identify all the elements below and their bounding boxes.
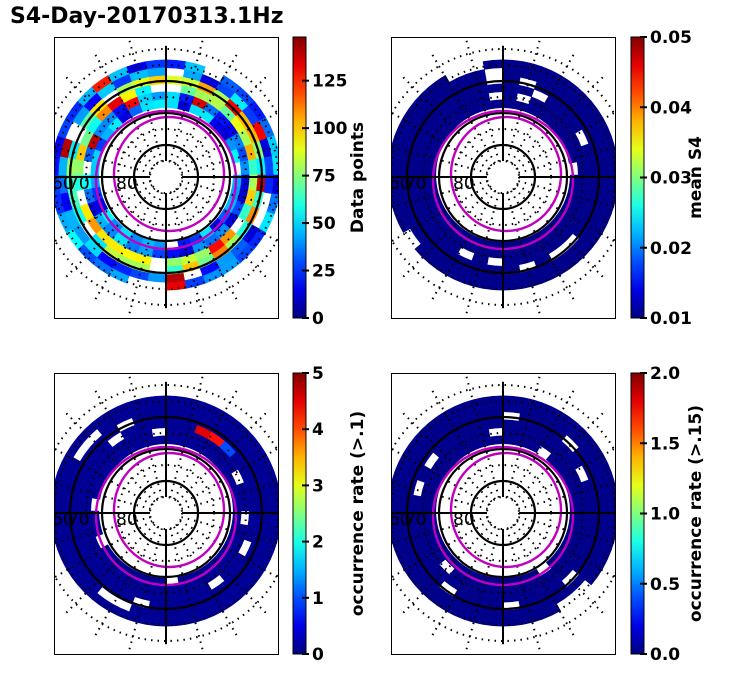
colorbar-tick-label: 3 <box>312 476 324 496</box>
heatmap-bin <box>57 117 74 139</box>
heatmap-bin <box>489 435 504 446</box>
latitude-label: 70 <box>405 510 427 530</box>
heatmap-bin <box>239 496 250 512</box>
axes-frame <box>54 373 279 655</box>
latitude-label: 80 <box>116 510 138 530</box>
colorbar-tick-label: 0.05 <box>650 28 692 48</box>
heatmap-bin <box>502 608 522 619</box>
heatmap-bin <box>152 99 167 110</box>
heatmap-bin <box>258 211 275 233</box>
colorbar-tick-label: 100 <box>312 119 348 139</box>
heatmap-bin <box>576 496 587 512</box>
heatmap-bin <box>482 59 504 70</box>
colorbar <box>292 36 307 319</box>
axes-frame <box>54 37 279 319</box>
colorbar-label: occurrence rate (>.15) <box>686 405 706 622</box>
colorbar-label: occurrence rate (>.1) <box>348 411 368 616</box>
axes-frame <box>391 373 616 655</box>
heatmap-bin <box>489 99 504 110</box>
heatmap-bin <box>184 275 206 289</box>
heatmap-bin <box>576 160 587 176</box>
latitude-label: 60 <box>52 174 74 194</box>
heatmap-bin <box>486 419 504 430</box>
dotted-latitude-circle <box>149 160 183 194</box>
dotted-latitude-circle <box>149 496 183 530</box>
colorbar-tick-label: 0.0 <box>650 645 680 665</box>
colorbar <box>292 372 307 655</box>
latitude-label: 60 <box>52 510 74 530</box>
heatmap-bin <box>486 83 504 94</box>
colorbar-label: mean S4 <box>686 136 706 219</box>
colorbar-tick-label: 0.03 <box>650 169 692 189</box>
heatmap-bin <box>165 59 187 70</box>
latitude-label: 60 <box>389 510 411 530</box>
latitude-label: 60 <box>389 174 411 194</box>
heatmap-bin <box>152 435 167 446</box>
colorbar-tick-label: 1.5 <box>650 434 680 454</box>
heatmap-bin <box>266 193 278 215</box>
auroral-boundary-inner <box>449 451 563 569</box>
latitude-label: 80 <box>453 174 475 194</box>
heatmap-bin <box>165 435 180 446</box>
axes-frame <box>391 37 616 319</box>
auroral-boundary-inner <box>112 115 226 233</box>
colorbar-tick-label: 0.02 <box>650 239 692 259</box>
heatmap-bin <box>545 553 561 569</box>
heatmap-bin <box>151 91 167 102</box>
auroral-boundary-inner <box>449 115 563 233</box>
colorbar-tick-label: 2 <box>312 533 324 553</box>
colorbar-tick-label: 1.0 <box>650 505 680 525</box>
heatmap-bin <box>149 419 167 430</box>
heatmap-bin <box>239 160 250 176</box>
heatmap-bin <box>502 435 517 446</box>
heatmap-bin <box>502 99 517 110</box>
heatmap-bin <box>165 99 180 110</box>
heatmap-bin <box>74 158 85 176</box>
colorbar-label: Data points <box>348 122 368 233</box>
colorbar-tick-label: 4 <box>312 420 324 440</box>
latitude-label: 80 <box>453 510 475 530</box>
colorbar-tick-label: 0.01 <box>650 309 692 329</box>
colorbar-tick-label: 50 <box>312 214 336 234</box>
heatmap-bin <box>525 440 541 454</box>
colorbar-tick-label: 0 <box>312 309 324 329</box>
heatmap-bin <box>147 272 167 283</box>
latitude-label: 70 <box>68 510 90 530</box>
figure-title: S4-Day-20170313.1Hz <box>10 4 284 29</box>
colorbar-tick-label: 2.0 <box>650 364 680 384</box>
colorbar-tick-label: 5 <box>312 364 324 384</box>
colorbar-tick-label: 25 <box>312 262 336 282</box>
colorbar-tick-label: 75 <box>312 167 336 187</box>
colorbar-tick-label: 0.5 <box>650 575 680 595</box>
dotted-latitude-circle <box>486 160 520 194</box>
colorbar-tick-label: 1 <box>312 589 324 609</box>
latitude-label: 70 <box>68 174 90 194</box>
colorbar-tick-label: 0.04 <box>650 98 692 118</box>
dotted-latitude-circle <box>486 496 520 530</box>
colorbar-tick-label: 0 <box>312 645 324 665</box>
latitude-label: 70 <box>405 174 427 194</box>
colorbar-tick-label: 125 <box>312 72 348 92</box>
auroral-boundary-inner <box>112 451 226 569</box>
latitude-label: 80 <box>116 174 138 194</box>
heatmap-bin <box>502 403 522 414</box>
